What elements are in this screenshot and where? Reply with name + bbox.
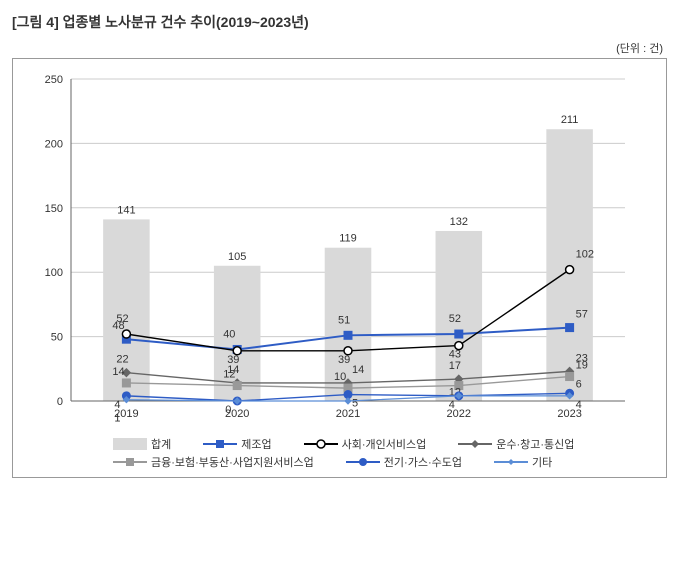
svg-text:14: 14: [112, 366, 124, 378]
svg-text:22: 22: [116, 354, 128, 366]
svg-text:17: 17: [449, 360, 461, 372]
legend-label: 전기·가스·수도업: [384, 454, 462, 470]
svg-text:43: 43: [449, 349, 461, 361]
svg-text:4: 4: [576, 399, 582, 411]
svg-text:119: 119: [339, 233, 357, 245]
svg-text:40: 40: [223, 328, 235, 340]
chart-container: 0501001502002501411051191322112019202020…: [12, 58, 667, 478]
legend-label: 기타: [532, 454, 552, 470]
chart-title: [그림 4] 업종별 노사분규 건수 추이(2019~2023년): [12, 12, 667, 32]
svg-text:1: 1: [114, 413, 120, 425]
legend-line-swatch: [458, 438, 492, 450]
legend-line-swatch: [304, 438, 338, 450]
svg-text:0: 0: [225, 404, 231, 416]
svg-text:19: 19: [576, 360, 588, 372]
svg-text:4: 4: [114, 399, 120, 411]
svg-text:105: 105: [228, 251, 246, 263]
legend: 합계 제조업 사회·개인서비스업 운수·창고·통신업금융·보험·부동산·사업지원서비스…: [23, 429, 656, 471]
legend-item: 사회·개인서비스업: [304, 435, 427, 453]
svg-text:141: 141: [117, 204, 135, 216]
svg-text:150: 150: [45, 203, 63, 215]
svg-text:0: 0: [57, 396, 63, 408]
legend-line-swatch: [113, 456, 147, 468]
svg-text:51: 51: [338, 314, 350, 326]
legend-line-swatch: [494, 456, 528, 468]
legend-label: 운수·창고·통신업: [496, 436, 574, 452]
legend-line-swatch: [203, 438, 237, 450]
svg-text:211: 211: [561, 114, 579, 126]
legend-item: 금융·보험·부동산·사업지원서비스업: [113, 453, 314, 471]
legend-item: 운수·창고·통신업: [458, 435, 574, 453]
svg-text:57: 57: [576, 309, 588, 321]
legend-item: 합계: [113, 435, 171, 453]
legend-line-swatch: [346, 456, 380, 468]
svg-text:4: 4: [449, 399, 455, 411]
legend-item: 기타: [494, 453, 552, 471]
svg-text:39: 39: [338, 354, 350, 366]
svg-text:6: 6: [576, 378, 582, 390]
legend-bar-swatch: [113, 438, 147, 450]
legend-label: 합계: [151, 436, 171, 452]
legend-label: 제조업: [241, 436, 271, 452]
svg-text:14: 14: [352, 364, 364, 376]
svg-text:200: 200: [45, 138, 63, 150]
legend-item: 전기·가스·수도업: [346, 453, 462, 471]
svg-text:250: 250: [45, 74, 63, 86]
svg-text:5: 5: [352, 398, 358, 410]
svg-text:12: 12: [223, 369, 235, 381]
unit-label: (단위 : 건): [12, 40, 667, 56]
svg-text:10: 10: [334, 371, 346, 383]
svg-text:50: 50: [51, 332, 63, 344]
chart-svg: 0501001502002501411051191322112019202020…: [23, 69, 643, 429]
legend-label: 사회·개인서비스업: [342, 436, 427, 452]
svg-text:52: 52: [116, 313, 128, 325]
svg-text:2021: 2021: [336, 408, 360, 420]
svg-text:100: 100: [45, 267, 63, 279]
legend-item: 제조업: [203, 435, 271, 453]
svg-text:102: 102: [576, 249, 594, 261]
legend-label: 금융·보험·부동산·사업지원서비스업: [151, 454, 314, 470]
svg-text:52: 52: [449, 313, 461, 325]
svg-text:132: 132: [450, 216, 468, 228]
